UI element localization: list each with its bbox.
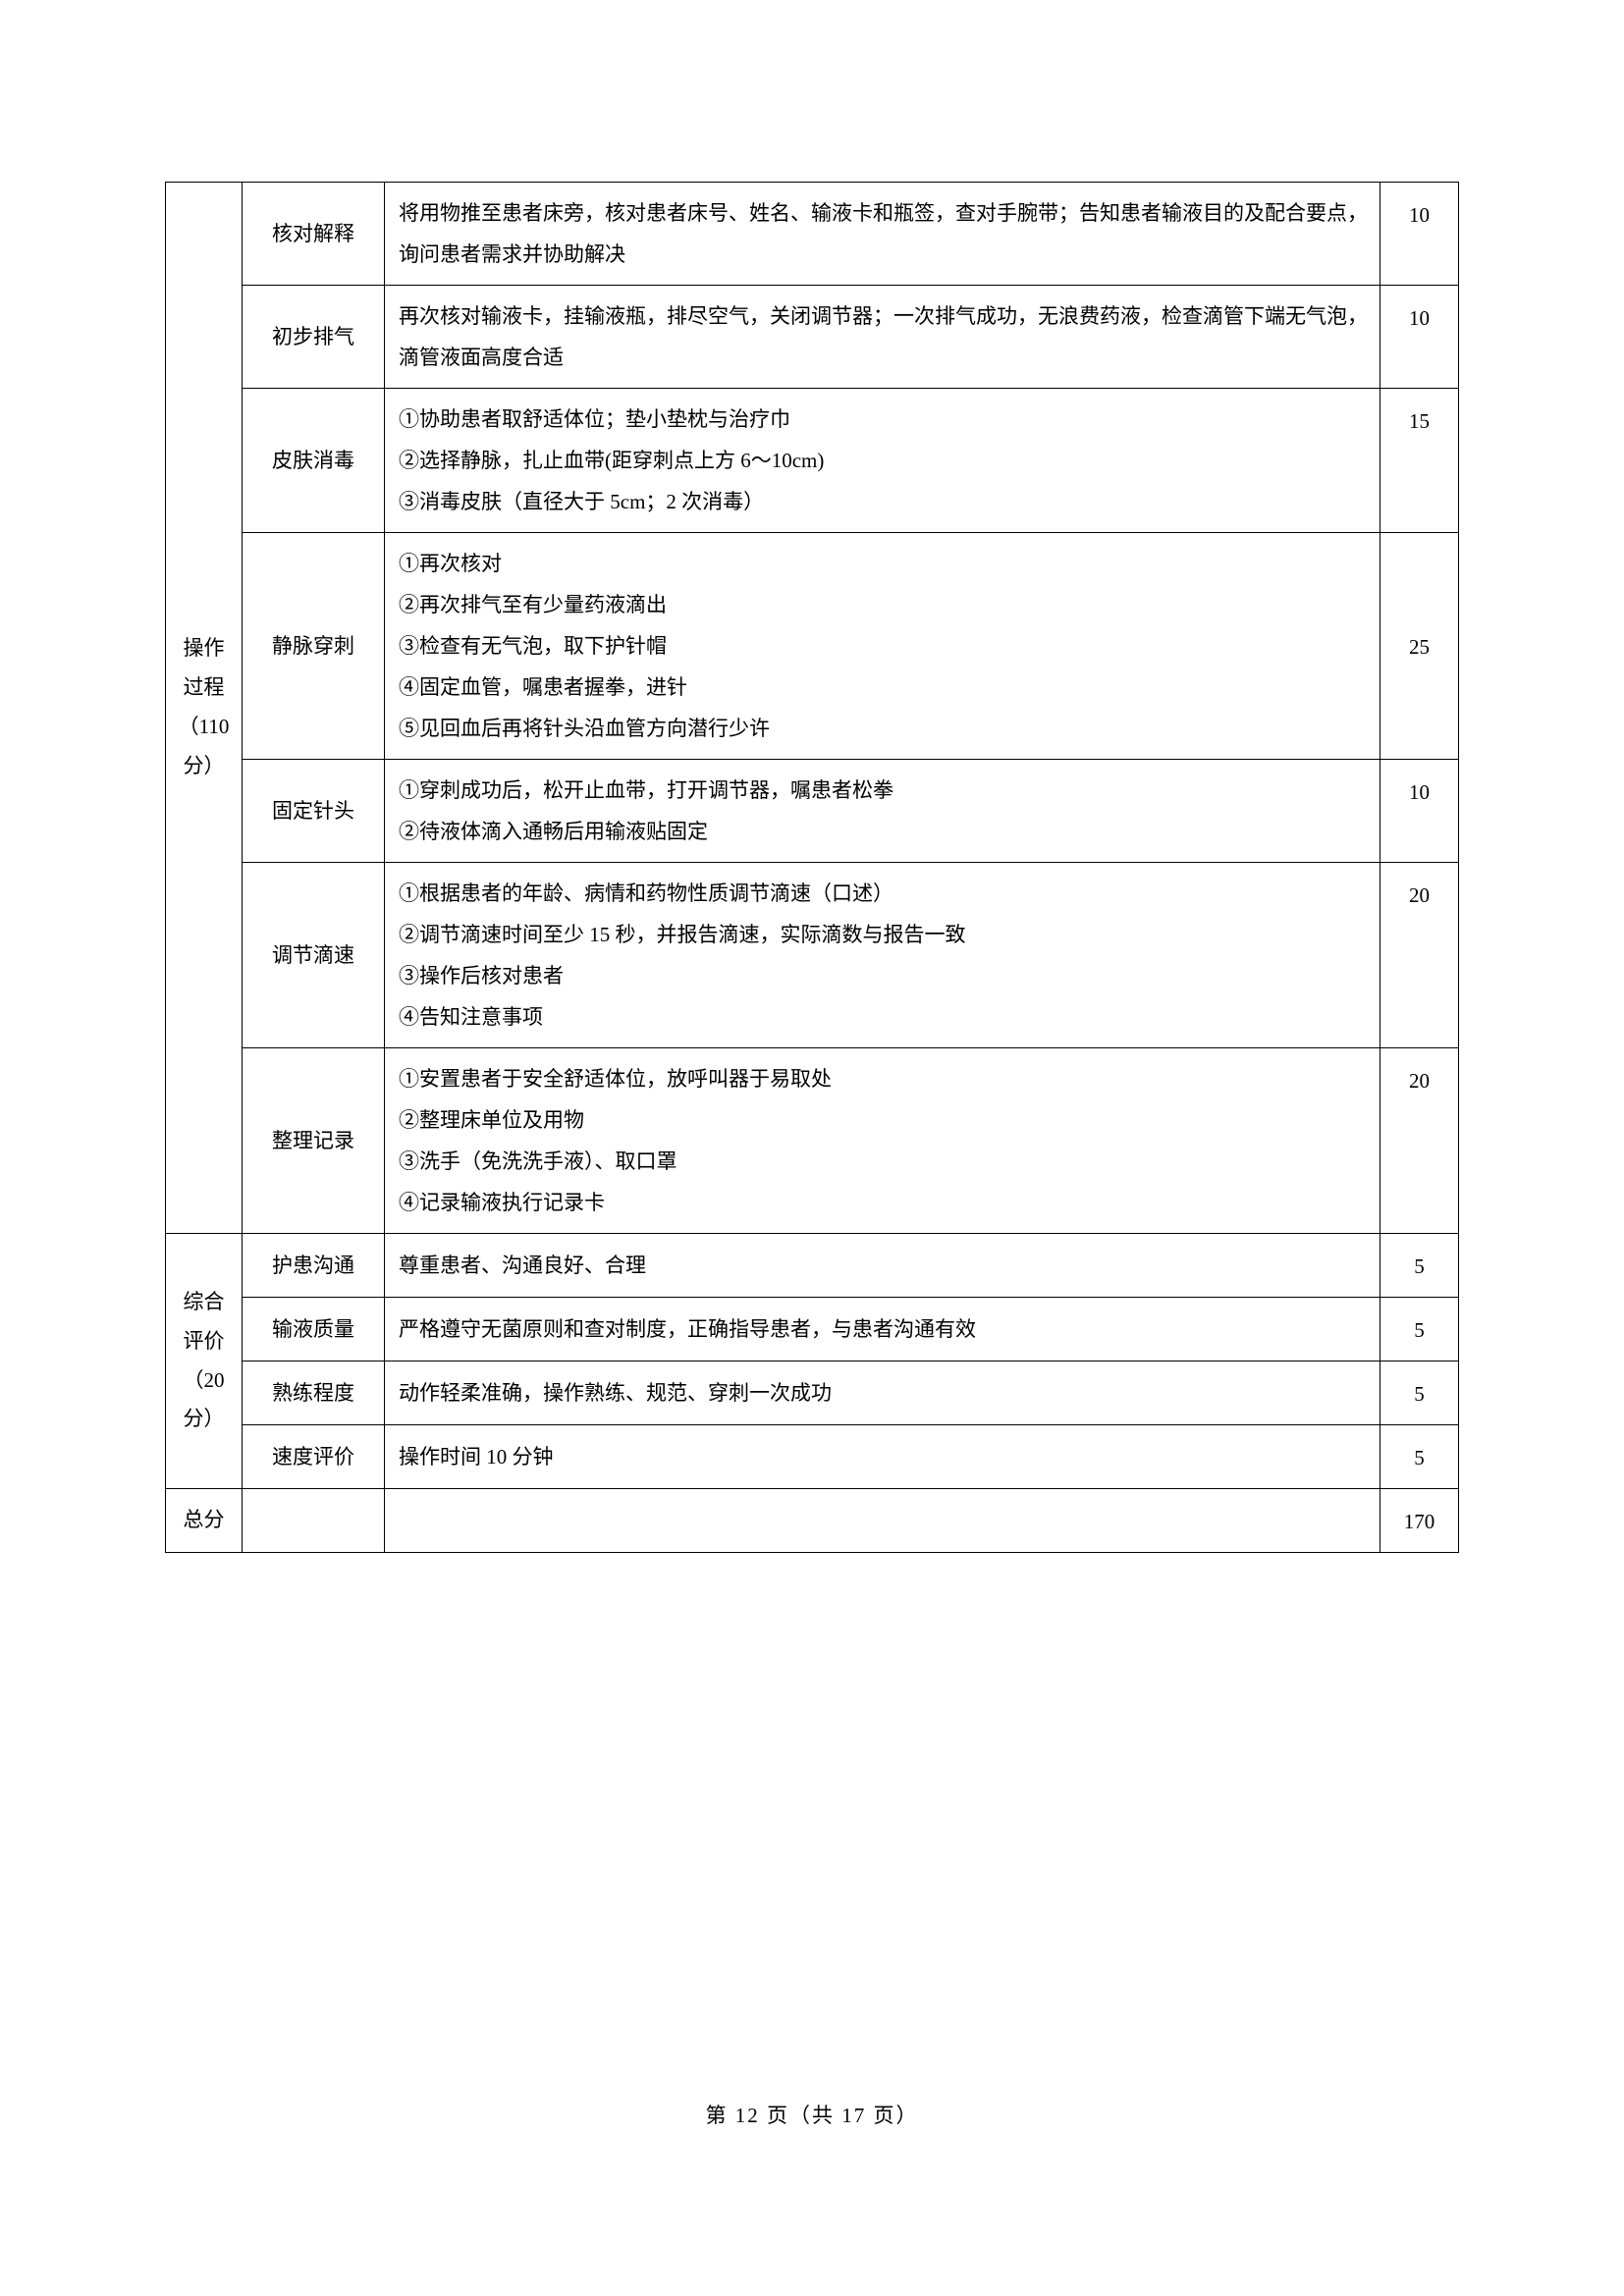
table-row: 固定针头 ①穿刺成功后，松开止血带，打开调节器，嘱患者松拳②待液体滴入通畅后用输… xyxy=(166,760,1459,863)
item-cell: 速度评价 xyxy=(243,1425,385,1489)
table-row: 总分 170 xyxy=(166,1489,1459,1553)
score-cell: 5 xyxy=(1380,1234,1459,1298)
table-row: 操作过程（110分） 核对解释 将用物推至患者床旁，核对患者床号、姓名、输液卡和… xyxy=(166,183,1459,286)
item-cell: 核对解释 xyxy=(243,183,385,286)
score-cell: 20 xyxy=(1380,1048,1459,1234)
item-cell: 调节滴速 xyxy=(243,863,385,1048)
table-row: 皮肤消毒 ①协助患者取舒适体位；垫小垫枕与治疗巾②选择静脉，扎止血带(距穿刺点上… xyxy=(166,389,1459,533)
score-cell: 20 xyxy=(1380,863,1459,1048)
desc-cell: 尊重患者、沟通良好、合理 xyxy=(385,1234,1380,1298)
section-label-cell: 总分 xyxy=(166,1489,243,1553)
desc-cell: ①安置患者于安全舒适体位，放呼叫器于易取处②整理床单位及用物③洗手（免洗洗手液）… xyxy=(385,1048,1380,1234)
score-cell: 170 xyxy=(1380,1489,1459,1553)
table-row: 输液质量 严格遵守无菌原则和查对制度，正确指导患者，与患者沟通有效 5 xyxy=(166,1298,1459,1362)
page-container: 操作过程（110分） 核对解释 将用物推至患者床旁，核对患者床号、姓名、输液卡和… xyxy=(0,0,1624,1553)
table-row: 初步排气 再次核对输液卡，挂输液瓶，排尽空气，关闭调节器；一次排气成功，无浪费药… xyxy=(166,286,1459,389)
item-cell: 整理记录 xyxy=(243,1048,385,1234)
section-label: 综合评价（20分） xyxy=(178,1283,230,1440)
desc-cell: ①再次核对②再次排气至有少量药液滴出③检查有无气泡，取下护针帽④固定血管，嘱患者… xyxy=(385,533,1380,760)
item-cell: 输液质量 xyxy=(243,1298,385,1362)
section-label: 操作过程（110分） xyxy=(178,629,230,786)
section-label-cell: 综合评价（20分） xyxy=(166,1234,243,1489)
score-cell: 5 xyxy=(1380,1298,1459,1362)
item-cell: 初步排气 xyxy=(243,286,385,389)
desc-cell: 操作时间 10 分钟 xyxy=(385,1425,1380,1489)
table-row: 速度评价 操作时间 10 分钟 5 xyxy=(166,1425,1459,1489)
page-footer: 第 12 页（共 17 页） xyxy=(0,2100,1624,2129)
score-cell: 5 xyxy=(1380,1362,1459,1425)
item-cell: 皮肤消毒 xyxy=(243,389,385,533)
table-row: 静脉穿刺 ①再次核对②再次排气至有少量药液滴出③检查有无气泡，取下护针帽④固定血… xyxy=(166,533,1459,760)
item-cell: 固定针头 xyxy=(243,760,385,863)
item-cell: 护患沟通 xyxy=(243,1234,385,1298)
desc-cell: 再次核对输液卡，挂输液瓶，排尽空气，关闭调节器；一次排气成功，无浪费药液，检查滴… xyxy=(385,286,1380,389)
table-row: 熟练程度 动作轻柔准确，操作熟练、规范、穿刺一次成功 5 xyxy=(166,1362,1459,1425)
desc-cell: ①穿刺成功后，松开止血带，打开调节器，嘱患者松拳②待液体滴入通畅后用输液贴固定 xyxy=(385,760,1380,863)
desc-cell: 严格遵守无菌原则和查对制度，正确指导患者，与患者沟通有效 xyxy=(385,1298,1380,1362)
desc-cell: 动作轻柔准确，操作熟练、规范、穿刺一次成功 xyxy=(385,1362,1380,1425)
section-label-cell: 操作过程（110分） xyxy=(166,183,243,1234)
table-row: 综合评价（20分） 护患沟通 尊重患者、沟通良好、合理 5 xyxy=(166,1234,1459,1298)
score-cell: 25 xyxy=(1380,533,1459,760)
item-cell xyxy=(243,1489,385,1553)
desc-cell: ①根据患者的年龄、病情和药物性质调节滴速（口述）②调节滴速时间至少 15 秒，并… xyxy=(385,863,1380,1048)
score-cell: 15 xyxy=(1380,389,1459,533)
table-row: 调节滴速 ①根据患者的年龄、病情和药物性质调节滴速（口述）②调节滴速时间至少 1… xyxy=(166,863,1459,1048)
item-cell: 熟练程度 xyxy=(243,1362,385,1425)
score-cell: 10 xyxy=(1380,760,1459,863)
score-cell: 5 xyxy=(1380,1425,1459,1489)
desc-cell: 将用物推至患者床旁，核对患者床号、姓名、输液卡和瓶签，查对手腕带；告知患者输液目… xyxy=(385,183,1380,286)
item-cell: 静脉穿刺 xyxy=(243,533,385,760)
desc-cell: ①协助患者取舒适体位；垫小垫枕与治疗巾②选择静脉，扎止血带(距穿刺点上方 6～1… xyxy=(385,389,1380,533)
table-row: 整理记录 ①安置患者于安全舒适体位，放呼叫器于易取处②整理床单位及用物③洗手（免… xyxy=(166,1048,1459,1234)
desc-cell xyxy=(385,1489,1380,1553)
score-table: 操作过程（110分） 核对解释 将用物推至患者床旁，核对患者床号、姓名、输液卡和… xyxy=(165,182,1459,1553)
score-cell: 10 xyxy=(1380,286,1459,389)
score-cell: 10 xyxy=(1380,183,1459,286)
section-label: 总分 xyxy=(178,1501,230,1540)
